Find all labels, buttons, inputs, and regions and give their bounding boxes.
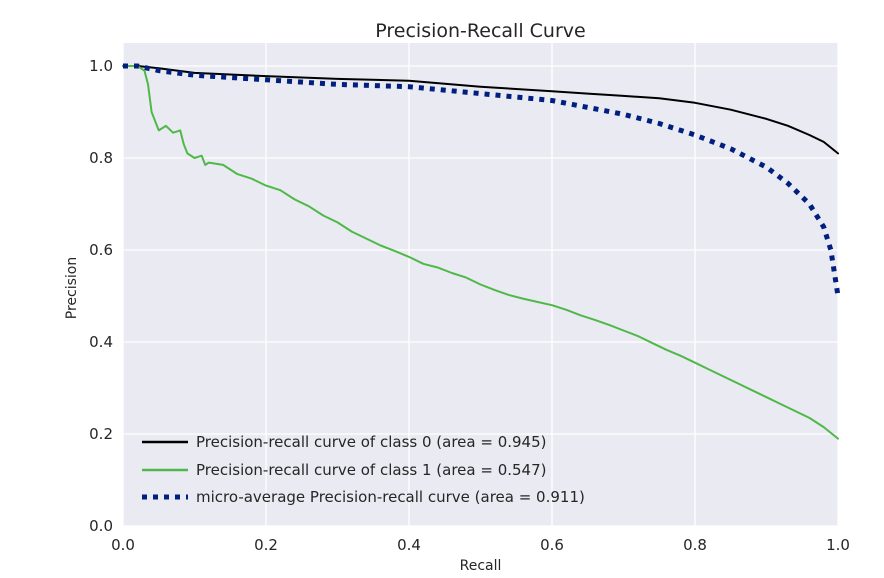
legend-label-class-0: Precision-recall curve of class 0 (area …: [196, 433, 547, 451]
series-line-2: [123, 63, 841, 297]
series-layer: [122, 63, 841, 440]
y-tick-label-1: 0.2: [89, 425, 113, 443]
x-tick-label-4: 0.8: [683, 536, 707, 554]
y-tick-label-2: 0.4: [89, 333, 113, 351]
series-line-1: [122, 65, 839, 440]
grid-layer: [122, 43, 839, 527]
y-tick-label-5: 1.0: [89, 57, 113, 75]
y-axis-label: Precision: [64, 257, 80, 319]
x-tick-label-0: 0.0: [111, 536, 135, 554]
legend: Precision-recall curve of class 0 (area …: [142, 433, 585, 506]
ticks-layer: 0.0 0.2 0.4 0.6 0.8 1.0 0.0 0.2 0.4 0.6 0.8 1.0: [89, 57, 850, 554]
series-line-0: [122, 65, 839, 155]
legend-label-class-1: Precision-recall curve of class 1 (area …: [196, 461, 547, 479]
y-tick-label-4: 0.8: [89, 149, 113, 167]
y-tick-label-3: 0.6: [89, 241, 113, 259]
x-axis-label: Recall: [460, 558, 502, 574]
x-tick-label-3: 0.6: [540, 536, 564, 554]
chart-title: Precision-Recall Curve: [375, 20, 585, 42]
legend-label-micro-average: micro-average Precision-recall curve (ar…: [196, 488, 585, 506]
x-tick-label-1: 0.2: [254, 536, 278, 554]
y-tick-label-0: 0.0: [89, 517, 113, 535]
x-tick-label-2: 0.4: [397, 536, 421, 554]
x-tick-label-5: 1.0: [826, 536, 850, 554]
